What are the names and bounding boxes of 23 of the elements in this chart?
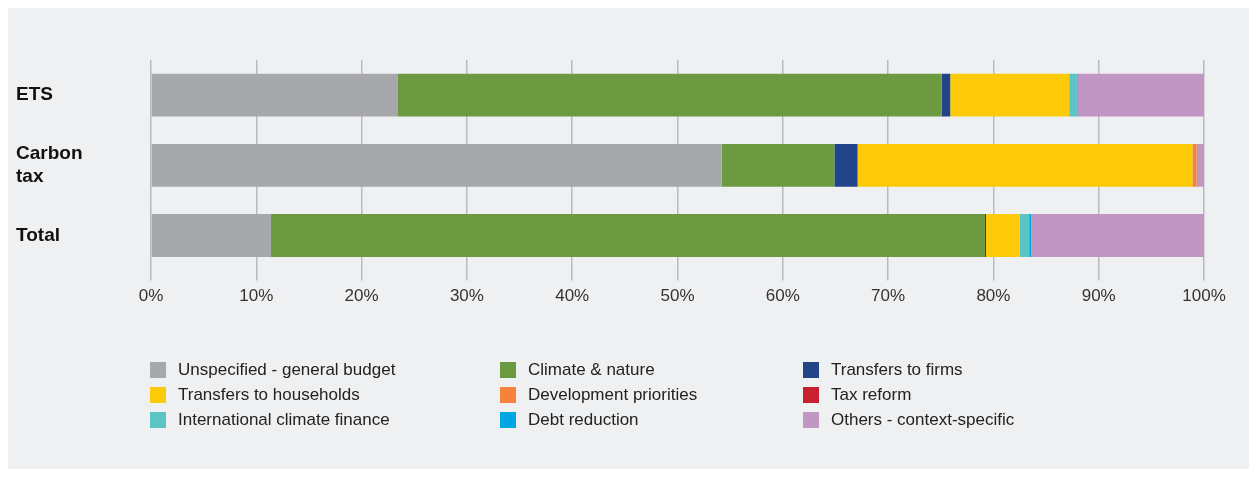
- x-tick-label: 20%: [344, 286, 379, 306]
- y-tick-label: ETS: [16, 83, 53, 105]
- legend-label: Transfers to households: [178, 385, 360, 404]
- x-tick-label: 100%: [1182, 286, 1226, 306]
- legend-label: Unspecified - general budget: [178, 360, 396, 379]
- legend-label: Others - context-specific: [831, 410, 1015, 429]
- legend-label: Climate & nature: [528, 360, 655, 379]
- legend-label: Tax reform: [831, 385, 912, 404]
- x-tick-label: 80%: [976, 286, 1011, 306]
- x-tick-label: 60%: [765, 286, 800, 306]
- y-tick-label: Carbon tax: [16, 142, 83, 186]
- legend-label: Development priorities: [528, 385, 698, 404]
- x-tick-label: 90%: [1081, 286, 1116, 306]
- x-tick-label: 0%: [138, 286, 164, 306]
- legend-label: International climate finance: [178, 410, 390, 429]
- x-tick-label: 30%: [449, 286, 484, 306]
- x-tick-label: 70%: [871, 286, 906, 306]
- legend-label: Debt reduction: [528, 410, 639, 429]
- x-tick-label: 50%: [660, 286, 695, 306]
- x-tick-label: 10%: [239, 286, 274, 306]
- legend-label: Transfers to firms: [831, 360, 963, 379]
- x-tick-label: 40%: [555, 286, 590, 306]
- y-tick-label: Total: [16, 223, 60, 245]
